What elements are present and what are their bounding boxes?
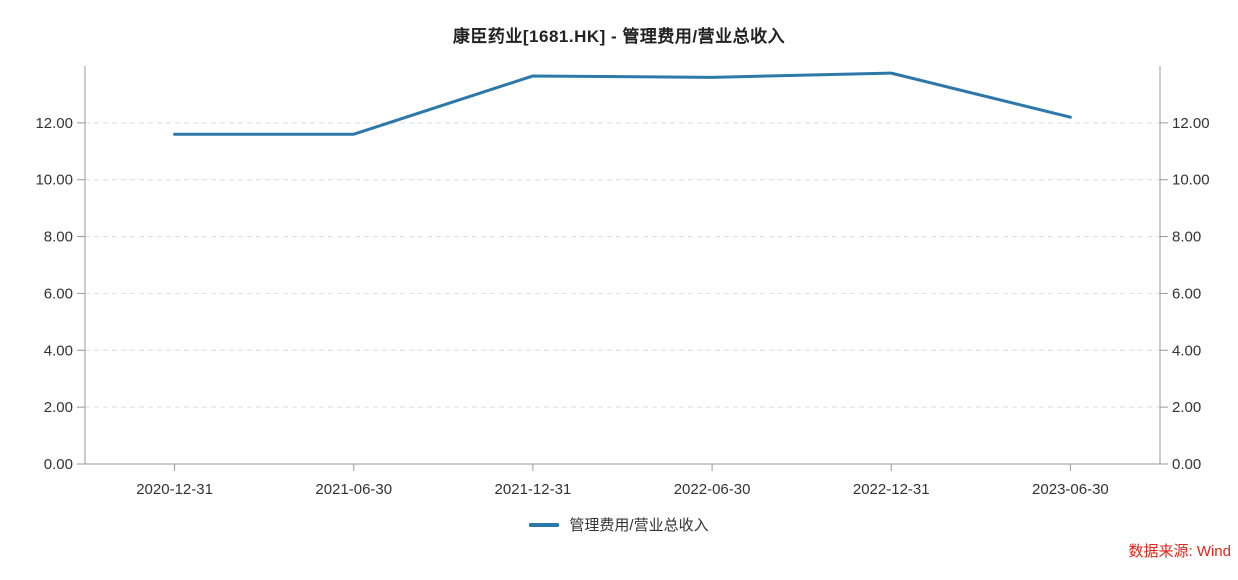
y-axis-label-left: 0.00	[44, 456, 73, 473]
y-axis-label-left: 4.00	[44, 342, 73, 359]
y-axis-label-left: 2.00	[44, 399, 73, 416]
x-axis-label: 2023-06-30	[1032, 481, 1109, 498]
y-axis-label-left: 6.00	[44, 285, 73, 302]
y-axis-label-right: 0.00	[1172, 456, 1201, 473]
x-axis-label: 2020-12-31	[136, 481, 213, 498]
chart-title: 康臣药业[1681.HK] - 管理费用/营业总收入	[452, 27, 786, 46]
data-source: 数据来源: Wind	[1128, 543, 1231, 560]
y-axis-label-left: 12.00	[35, 115, 73, 132]
y-axis-label-left: 8.00	[44, 229, 73, 246]
x-axis-label: 2022-06-30	[674, 481, 751, 498]
x-axis-label: 2021-12-31	[495, 481, 572, 498]
legend-label: 管理费用/营业总收入	[569, 517, 709, 534]
x-axis-label: 2022-12-31	[853, 481, 930, 498]
legend-line-marker-icon	[529, 522, 560, 527]
legend: 管理费用/营业总收入	[0, 514, 1238, 535]
y-axis-label-right: 12.00	[1172, 115, 1210, 132]
series-line	[173, 71, 1072, 136]
y-axis-label-left: 10.00	[35, 172, 73, 189]
y-axis-label-right: 8.00	[1172, 229, 1201, 246]
x-axis-label: 2021-06-30	[315, 481, 392, 498]
y-axis-label-right: 10.00	[1172, 172, 1210, 189]
y-axis-label-right: 6.00	[1172, 285, 1201, 302]
y-axis-label-right: 2.00	[1172, 399, 1201, 416]
y-axis-label-right: 4.00	[1172, 342, 1201, 359]
